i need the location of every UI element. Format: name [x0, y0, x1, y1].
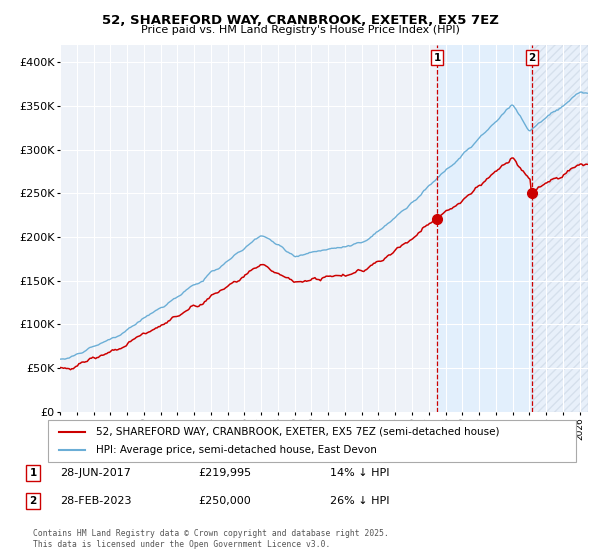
Text: Contains HM Land Registry data © Crown copyright and database right 2025.
This d: Contains HM Land Registry data © Crown c… — [33, 529, 389, 549]
Text: 52, SHAREFORD WAY, CRANBROOK, EXETER, EX5 7EZ: 52, SHAREFORD WAY, CRANBROOK, EXETER, EX… — [101, 14, 499, 27]
Text: £250,000: £250,000 — [198, 496, 251, 506]
Text: 1: 1 — [29, 468, 37, 478]
Text: 28-JUN-2017: 28-JUN-2017 — [60, 468, 131, 478]
Bar — [437, 45, 532, 412]
Text: 28-FEB-2023: 28-FEB-2023 — [60, 496, 131, 506]
Text: Price paid vs. HM Land Registry's House Price Index (HPI): Price paid vs. HM Land Registry's House … — [140, 25, 460, 35]
FancyBboxPatch shape — [48, 420, 576, 462]
Text: 14% ↓ HPI: 14% ↓ HPI — [330, 468, 389, 478]
Text: 26% ↓ HPI: 26% ↓ HPI — [330, 496, 389, 506]
Text: 52, SHAREFORD WAY, CRANBROOK, EXETER, EX5 7EZ (semi-detached house): 52, SHAREFORD WAY, CRANBROOK, EXETER, EX… — [95, 427, 499, 437]
Text: HPI: Average price, semi-detached house, East Devon: HPI: Average price, semi-detached house,… — [95, 445, 376, 455]
Text: 2: 2 — [29, 496, 37, 506]
Text: £219,995: £219,995 — [198, 468, 251, 478]
Bar — [532, 45, 588, 412]
Text: 1: 1 — [434, 53, 441, 63]
Text: 2: 2 — [529, 53, 536, 63]
